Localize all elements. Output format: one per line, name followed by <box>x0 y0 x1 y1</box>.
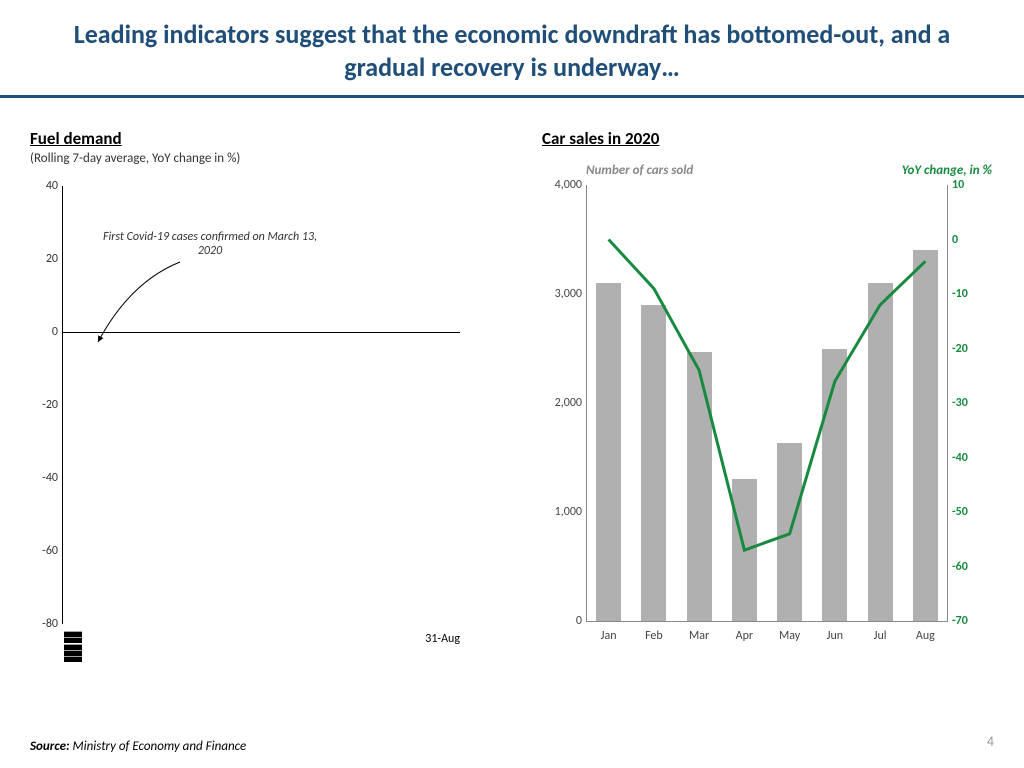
fuel-ytick: 20 <box>30 252 58 266</box>
car-x-label: Jul <box>874 629 887 643</box>
slide-title: Leading indicators suggest that the econ… <box>40 18 984 83</box>
fuel-title: Fuel demand <box>30 128 482 149</box>
fuel-y-axis <box>62 186 63 624</box>
car-left-tick: 4,000 <box>542 178 582 192</box>
car-left-tick: 0 <box>542 614 582 628</box>
car-right-tick: -30 <box>952 396 992 410</box>
fuel-ytick: 0 <box>30 325 58 339</box>
car-yoy-line <box>586 185 948 621</box>
redaction-mark: ▬▬▬▬▬ <box>64 628 82 659</box>
source-footer: Source: Ministry of Economy and Finance <box>30 739 246 754</box>
car-right-tick: 0 <box>952 233 992 247</box>
car-panel: Car sales in 2020 Number of cars sold Yo… <box>512 110 1024 728</box>
page-number: 4 <box>987 733 994 750</box>
car-right-tick: -40 <box>952 451 992 465</box>
car-x-label: May <box>779 629 800 643</box>
fuel-ytick: -60 <box>30 544 58 558</box>
car-left-tick: 3,000 <box>542 287 582 301</box>
car-x-label: Mar <box>689 629 709 643</box>
source-text: Ministry of Economy and Finance <box>70 739 247 754</box>
car-x-label: Apr <box>736 629 753 643</box>
car-x-label: Jan <box>601 629 617 643</box>
fuel-x-end-label: 31-Aug <box>425 632 460 646</box>
fuel-zero-line <box>62 332 460 333</box>
source-prefix: Source: <box>30 739 70 754</box>
car-right-tick: -50 <box>952 505 992 519</box>
car-right-tick: -60 <box>952 560 992 574</box>
annotation-arrow-icon <box>90 252 210 372</box>
fuel-ytick: 40 <box>30 179 58 193</box>
car-right-tick: -70 <box>952 614 992 628</box>
fuel-panel: Fuel demand (Rolling 7-day average, YoY … <box>0 110 512 728</box>
car-x-label: Feb <box>645 629 663 643</box>
fuel-ytick: -80 <box>30 617 58 631</box>
fuel-ytick: -40 <box>30 471 58 485</box>
car-x-label: Jun <box>827 629 843 643</box>
car-right-tick: -20 <box>952 342 992 356</box>
car-x-label: Aug <box>916 629 935 643</box>
car-left-axis-label: Number of cars sold <box>586 163 693 178</box>
car-chart: Number of cars sold YoY change, in % 0 1,… <box>542 163 992 643</box>
car-right-axis-label: YoY change, in % <box>902 163 992 178</box>
car-baseline <box>586 621 948 622</box>
car-right-tick: 10 <box>952 178 992 192</box>
car-title: Car sales in 2020 <box>542 128 994 149</box>
title-underline <box>0 95 1024 98</box>
car-left-tick: 1,000 <box>542 505 582 519</box>
content-area: Fuel demand (Rolling 7-day average, YoY … <box>0 110 1024 728</box>
fuel-ytick: -20 <box>30 398 58 412</box>
car-right-tick: -10 <box>952 287 992 301</box>
fuel-chart: 31-Aug First Covid-19 cases confirmed on… <box>30 186 460 646</box>
fuel-subtitle: (Rolling 7-day average, YoY change in %) <box>30 151 482 166</box>
car-left-tick: 2,000 <box>542 396 582 410</box>
